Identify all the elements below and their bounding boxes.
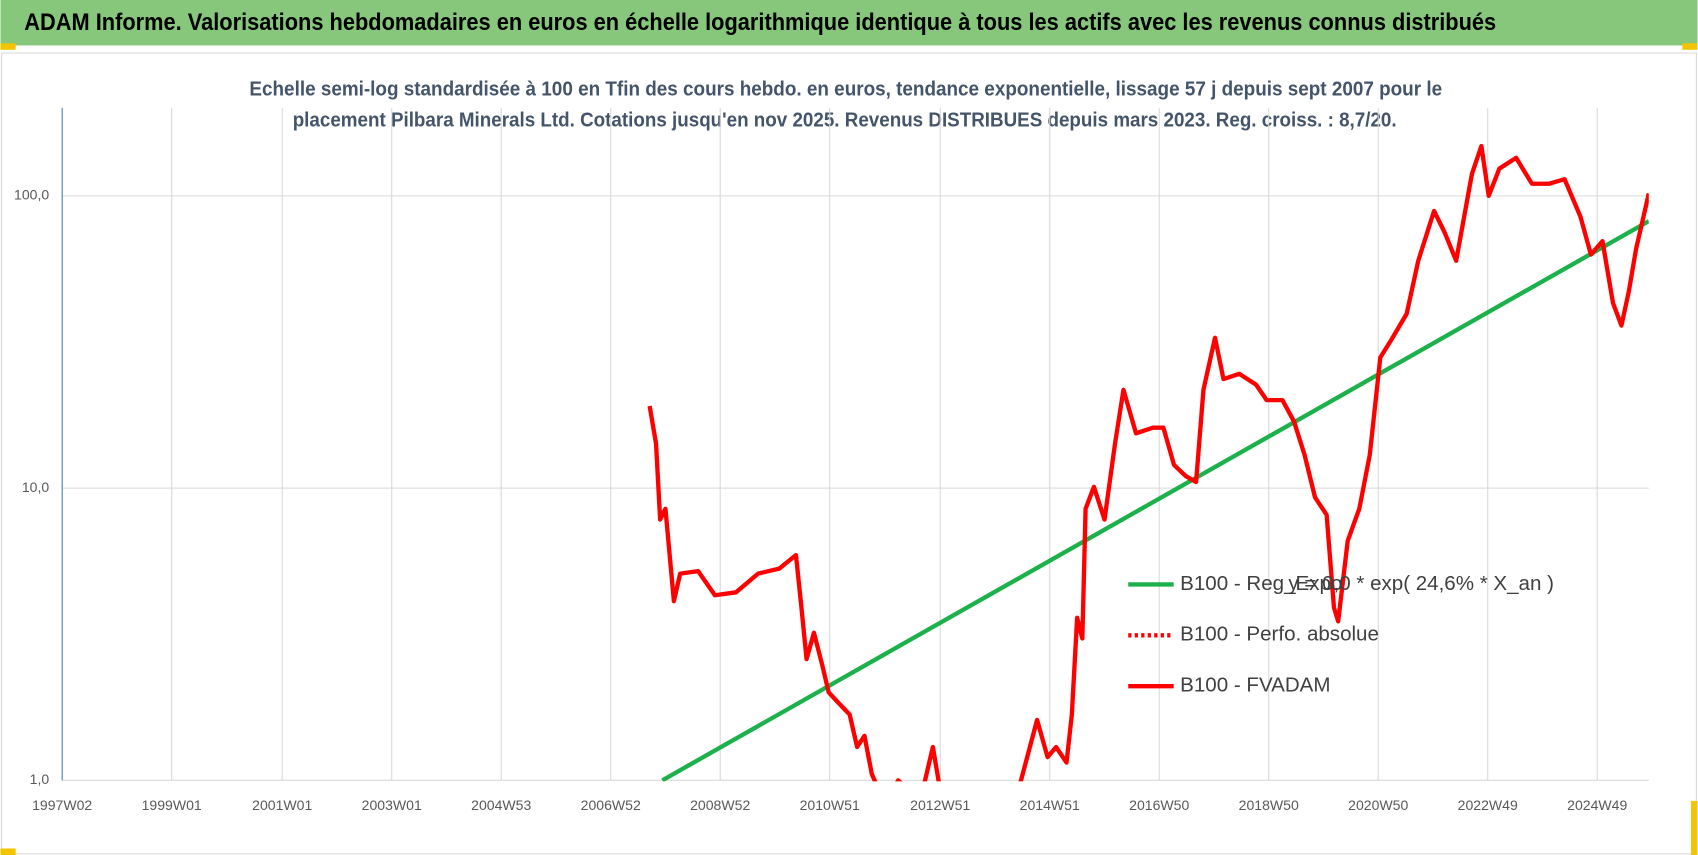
chart-frame: [1, 52, 1697, 855]
frame-corner: [1691, 800, 1698, 855]
annotation: y = 0,0 * exp( 24,6% * X_an ): [1288, 572, 1554, 595]
y-tick-label: 100,0: [14, 187, 49, 203]
legend-label: B100 - FVADAM: [1180, 674, 1330, 697]
x-tick-label: 2022W49: [1458, 797, 1518, 813]
header-title: ADAM Informe. Valorisations hebdomadaire…: [24, 9, 1496, 36]
x-tick-label: 1997W02: [32, 797, 92, 813]
series-line: [647, 143, 1649, 782]
x-tick-label: 1999W01: [142, 797, 202, 813]
x-tick-label: 2004W53: [471, 797, 531, 813]
series-line: [661, 219, 1649, 782]
plot-area: [647, 143, 1649, 782]
chart-title: Echelle semi-log standardisée à 100 en T…: [249, 77, 1442, 100]
x-tick-label: 2010W51: [800, 797, 860, 813]
x-tick-label: 2003W01: [362, 797, 422, 813]
legend-label: B100 - Reg_Expo: [1180, 572, 1342, 595]
frame-corner: [0, 43, 16, 50]
legend: B100 - Reg_Expo B100 - Perfo. absolue B100…: [1128, 572, 1554, 697]
grid: 1,0 10,0 100,0 1997W02 1999W01 2001W01 2003W01…: [14, 107, 1649, 813]
y-tick-label: 1,0: [30, 771, 50, 787]
x-tick-label: 2014W51: [1020, 797, 1080, 813]
x-tick-label: 2024W49: [1567, 797, 1627, 813]
y-tick-label: 10,0: [22, 479, 50, 495]
header-bar: [0, 0, 1698, 46]
frame-corner: [0, 848, 16, 855]
x-tick-label: 2008W52: [690, 797, 750, 813]
legend-label: B100 - Perfo. absolue: [1180, 623, 1379, 646]
x-tick-label: 2001W01: [252, 797, 312, 813]
x-tick-label: 2018W50: [1239, 797, 1299, 813]
x-tick-label: 2020W50: [1348, 797, 1408, 813]
x-tick-label: 2006W52: [581, 797, 641, 813]
x-tick-label: 2012W51: [910, 797, 970, 813]
frame-corner: [1682, 43, 1698, 50]
x-tick-label: 2016W50: [1129, 797, 1189, 813]
chart-title: placement Pilbara Minerals Ltd. Cotation…: [293, 109, 1397, 132]
